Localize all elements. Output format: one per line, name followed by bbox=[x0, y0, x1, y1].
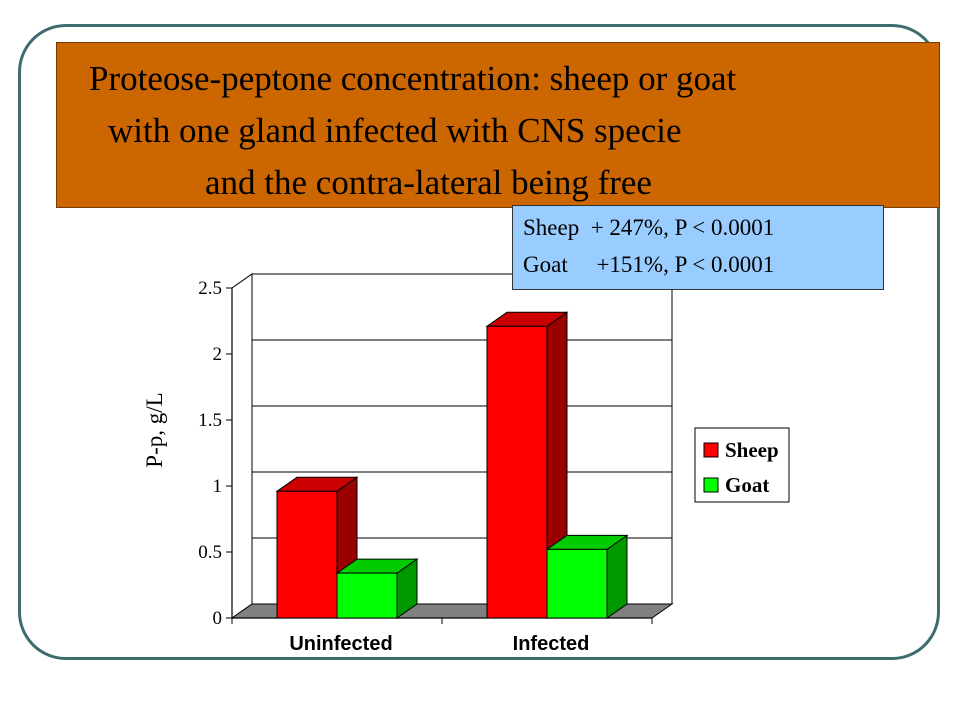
stats-box: Sheep + 247%, P < 0.0001 Goat +151%, P <… bbox=[512, 205, 884, 290]
y-tick-label: 0.5 bbox=[198, 542, 222, 563]
x-tick-label: Infected bbox=[513, 633, 590, 655]
title-line-1: Proteose-peptone concentration: sheep or… bbox=[89, 59, 737, 98]
goat-stat: Goat +151%, P < 0.0001 bbox=[523, 252, 775, 277]
legend-label-goat: Goat bbox=[725, 473, 769, 497]
legend-swatch-goat bbox=[703, 477, 719, 493]
title-line-3: and the contra-lateral being free bbox=[205, 163, 652, 202]
sheep-stat: Sheep + 247%, P < 0.0001 bbox=[523, 215, 775, 240]
legend-label-sheep: Sheep bbox=[725, 438, 779, 462]
y-tick-label: 2 bbox=[213, 344, 223, 365]
legend-swatch-sheep bbox=[703, 442, 719, 458]
bar-goat-infected bbox=[546, 548, 608, 619]
x-tick-label: Uninfected bbox=[289, 633, 392, 655]
y-axis-label: P-p, g/L bbox=[142, 392, 167, 467]
title-line-2: with one gland infected with CNS specie bbox=[108, 111, 682, 150]
slide-frame bbox=[18, 24, 940, 660]
plot-side-wall bbox=[231, 273, 253, 619]
title-box: Proteose-peptone concentration: sheep or… bbox=[56, 42, 940, 208]
y-tick-label: 1.5 bbox=[198, 410, 222, 431]
bar-sheep-infected bbox=[486, 325, 548, 619]
y-tick-label: 2.5 bbox=[198, 278, 222, 299]
bar-sheep-uninfected bbox=[276, 490, 338, 619]
bar-goat-uninfected bbox=[336, 572, 398, 619]
legend: Sheep Goat bbox=[694, 427, 790, 503]
y-tick-label: 1 bbox=[213, 476, 223, 497]
y-tick-label: 0 bbox=[213, 608, 223, 629]
